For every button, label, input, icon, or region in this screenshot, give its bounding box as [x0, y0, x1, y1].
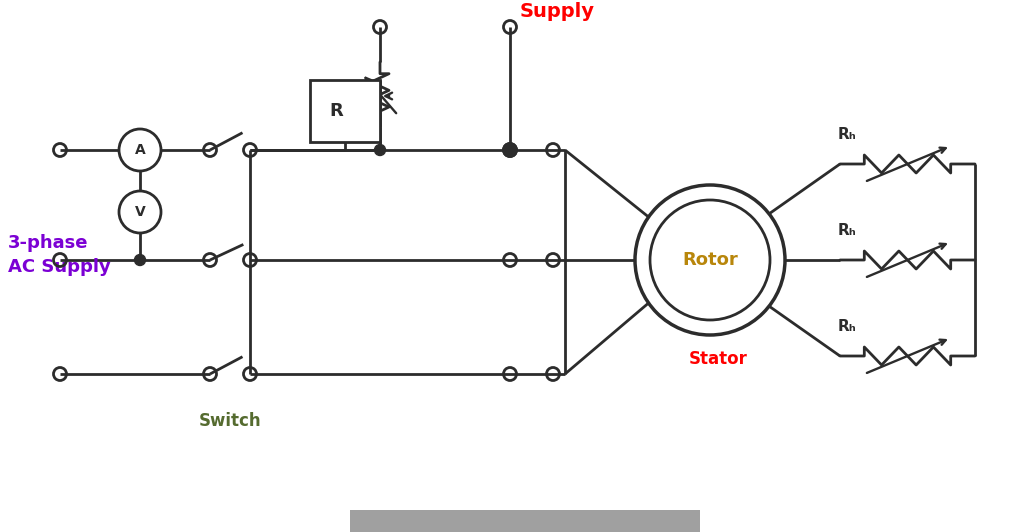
Circle shape: [505, 145, 515, 155]
FancyBboxPatch shape: [310, 80, 380, 142]
Text: 3-phase
AC Supply: 3-phase AC Supply: [8, 234, 111, 277]
Text: Rₕ: Rₕ: [838, 223, 857, 238]
Text: Switch: Switch: [199, 412, 261, 430]
FancyBboxPatch shape: [350, 510, 700, 532]
Text: Stator: Stator: [688, 350, 748, 368]
Circle shape: [134, 254, 145, 265]
Text: Rotor: Rotor: [682, 251, 738, 269]
Text: R: R: [330, 102, 343, 120]
Text: V: V: [134, 205, 145, 219]
Text: Rₕ: Rₕ: [838, 127, 857, 142]
Circle shape: [375, 145, 385, 155]
Text: Rₕ: Rₕ: [838, 319, 857, 334]
Text: DC
Supply: DC Supply: [520, 0, 595, 21]
Text: A: A: [134, 143, 145, 157]
